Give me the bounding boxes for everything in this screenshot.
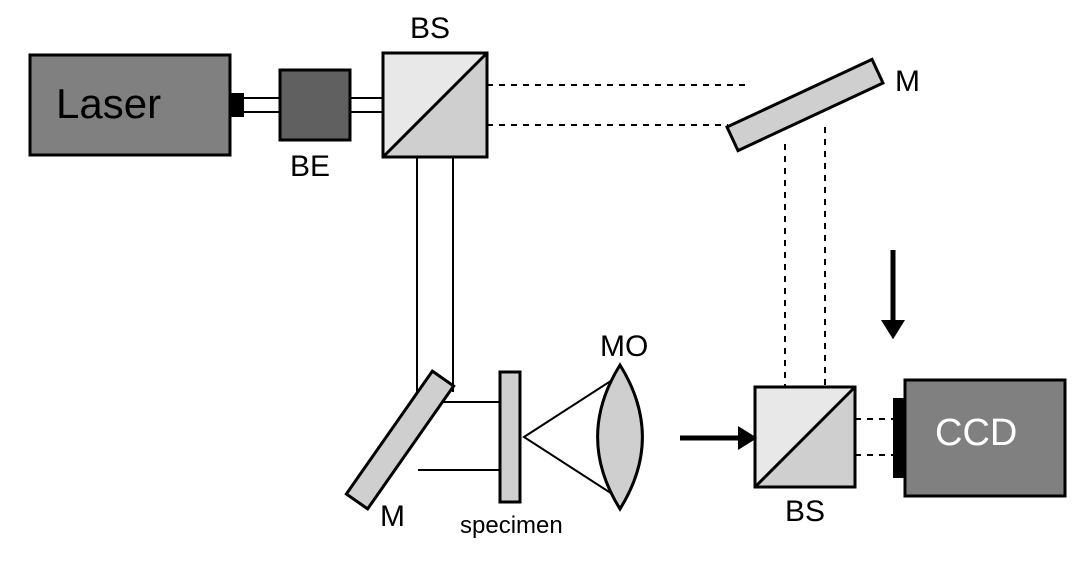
- ccd-port: [893, 398, 905, 478]
- ccd-label: CCD: [935, 412, 1017, 455]
- mirror-top-right-label: M: [895, 65, 920, 99]
- mirror-top-right: [727, 59, 883, 150]
- specimen: [500, 372, 520, 502]
- mirror-bottom-left-label: M: [380, 500, 405, 534]
- laser-port: [230, 93, 244, 117]
- mo-label: MO: [600, 330, 648, 364]
- bs-top-label: BS: [410, 12, 450, 46]
- be-label: BE: [290, 150, 330, 184]
- bs-bottom-label: BS: [785, 495, 825, 529]
- mo-lens: [598, 365, 643, 509]
- arrow-ref-down-head: [881, 320, 905, 339]
- specimen-label: specimen: [460, 512, 563, 540]
- mirror-bottom-left: [346, 371, 453, 509]
- laser-label: Laser: [56, 80, 161, 128]
- beam-expander: [280, 70, 350, 140]
